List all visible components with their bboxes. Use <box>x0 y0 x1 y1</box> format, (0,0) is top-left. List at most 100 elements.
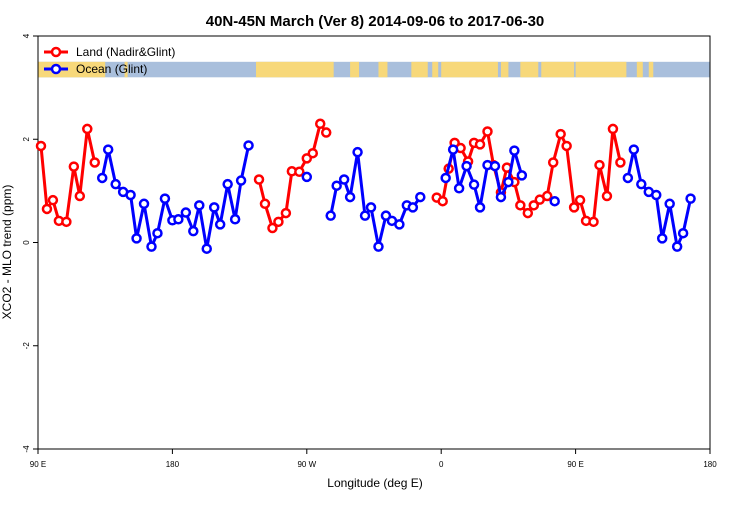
land-band-segment <box>636 61 643 78</box>
x-axis: 90 E 180 90 W 0 90 E 180 <box>30 449 717 469</box>
data-point <box>628 144 640 155</box>
data-point <box>601 190 613 202</box>
data-point <box>482 126 493 137</box>
legend-land-label: Land (Nadir&Glint) <box>76 45 175 59</box>
y-tick-label: 4 <box>22 33 31 38</box>
data-point <box>214 219 226 230</box>
data-point <box>685 193 696 204</box>
y-axis: -4 -2 0 2 4 <box>22 33 38 453</box>
data-point <box>61 216 72 228</box>
data-point <box>229 214 241 225</box>
data-point <box>152 227 163 239</box>
data-point <box>280 207 292 219</box>
data-point <box>125 189 136 201</box>
data-point <box>96 172 108 184</box>
data-point <box>89 157 100 168</box>
data-point <box>267 222 278 234</box>
data-point <box>331 180 342 191</box>
data-point <box>561 140 572 152</box>
data-point <box>208 202 220 213</box>
legend-ocean-label: Ocean (Glint) <box>76 62 147 76</box>
data-point <box>320 127 332 138</box>
legend-item-ocean: Ocean (Glint) <box>44 62 147 76</box>
data-point <box>650 189 662 201</box>
data-point <box>325 210 336 221</box>
y-axis-label: XCO2 - MLO trend (ppm) <box>0 185 14 320</box>
land-band-segment <box>575 61 627 78</box>
data-point <box>541 190 553 202</box>
y-tick-label: -4 <box>22 445 31 453</box>
data-point <box>495 191 507 203</box>
data-point <box>453 183 465 194</box>
land-band-segment <box>520 61 539 78</box>
series-line <box>626 148 693 249</box>
land-band-segment <box>256 61 334 78</box>
data-point <box>677 227 689 239</box>
series-line <box>444 148 524 209</box>
data-point <box>588 216 599 228</box>
data-point <box>47 194 59 206</box>
data-point <box>664 198 675 210</box>
data-point <box>522 207 534 219</box>
data-point <box>636 178 647 190</box>
data-point <box>344 191 356 203</box>
y-tick-label: -2 <box>22 342 31 350</box>
x-tick-label: 90 E <box>30 460 46 469</box>
data-point <box>82 123 93 135</box>
data-point <box>273 216 284 228</box>
data-point <box>180 207 192 218</box>
data-point <box>102 144 114 155</box>
data-point <box>188 225 199 237</box>
data-point <box>474 139 486 150</box>
chart-title: 40N-45N March (Ver 8) 2014-09-06 to 2017… <box>206 13 545 30</box>
data-point <box>307 147 319 159</box>
data-point <box>440 172 451 184</box>
data-point <box>259 198 271 210</box>
data-point <box>35 140 47 152</box>
data-point <box>509 145 520 156</box>
data-point <box>173 214 184 225</box>
land-band-segment <box>124 61 128 78</box>
data-point <box>338 174 350 185</box>
data-point <box>671 241 683 252</box>
data-point <box>253 174 265 185</box>
land-band-segment <box>350 61 360 78</box>
x-axis-label: Longitude (deg E) <box>327 476 422 490</box>
data-point <box>294 166 305 178</box>
data-point <box>407 202 419 213</box>
land-band-segment <box>432 61 439 78</box>
data-point <box>515 200 526 211</box>
data-point <box>41 203 53 215</box>
data-point <box>528 200 540 211</box>
data-point <box>622 172 634 184</box>
data-point <box>447 144 459 155</box>
data-point <box>555 128 566 140</box>
data-point <box>474 202 486 213</box>
x-tick-label: 180 <box>166 460 180 469</box>
series-ocean <box>96 140 696 254</box>
data-point <box>468 179 480 190</box>
land-band-segment <box>500 61 509 78</box>
data-point <box>394 219 405 230</box>
data-point <box>437 195 448 207</box>
legend-land-marker <box>50 46 62 58</box>
data-point <box>574 194 586 206</box>
y-tick-label: 2 <box>22 136 31 141</box>
data-point <box>352 146 363 158</box>
land-band-segment <box>648 61 654 78</box>
data-point <box>549 195 560 207</box>
data-point <box>415 191 426 203</box>
land-ocean-band <box>38 61 710 78</box>
x-tick-label: 0 <box>439 460 444 469</box>
data-point <box>243 140 254 151</box>
land-band-segment <box>378 61 388 78</box>
legend-ocean-marker <box>50 63 62 75</box>
data-point <box>568 202 580 213</box>
data-point <box>74 190 86 202</box>
data-point <box>516 170 528 181</box>
data-point <box>235 175 247 186</box>
land-band-segment <box>441 61 498 78</box>
land-band-segment <box>411 61 428 78</box>
